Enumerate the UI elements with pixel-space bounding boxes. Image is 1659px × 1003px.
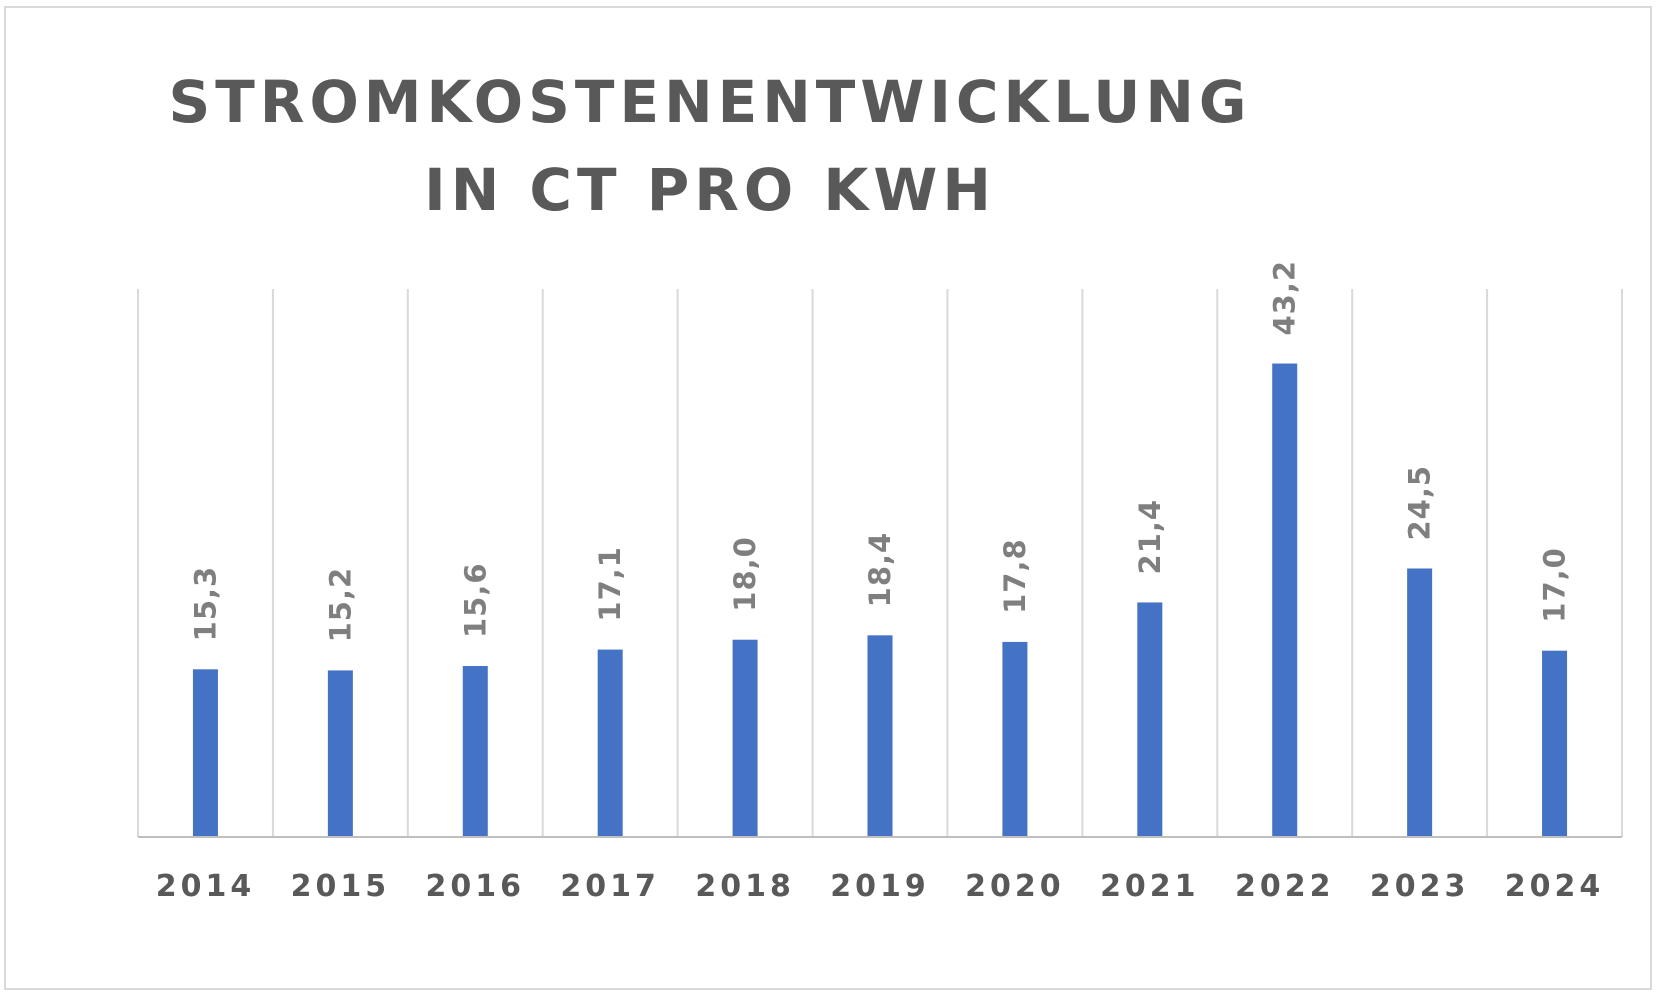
x-tick-labels: 2014 2015 2016 2017 2018 2019 2020 2021 2022 2023… (156, 869, 1605, 904)
data-label-2015: 15,2 (323, 567, 357, 643)
data-label-2022: 43,2 (1268, 260, 1302, 336)
data-label-2018: 18,0 (728, 536, 762, 612)
x-tick-label-2020: 2020 (965, 869, 1065, 904)
data-label-2017: 17,1 (593, 546, 627, 622)
bar-2019 (867, 635, 893, 837)
bar-2018 (732, 639, 758, 837)
data-labels: 15,3 15,2 15,6 17,1 18,0 18,4 17,8 21,4 43,2 24,5… (188, 260, 1571, 642)
chart-title: STROMKOSTENENTWICKLUNG IN CT PRO KWH (130, 58, 1290, 234)
x-tick-label-2021: 2021 (1100, 869, 1200, 904)
chart-title-line-1: STROMKOSTENENTWICKLUNG (168, 68, 1252, 136)
bar-2016 (462, 666, 488, 837)
x-tick-label-2017: 2017 (560, 869, 660, 904)
x-tick-label-2014: 2014 (156, 869, 256, 904)
data-label-2024: 17,0 (1538, 547, 1572, 623)
x-tick-label-2018: 2018 (695, 869, 795, 904)
chart-frame (4, 6, 1652, 990)
x-tick-label-2016: 2016 (426, 869, 526, 904)
x-tick-label-2022: 2022 (1235, 869, 1335, 904)
chart-title-line-2: IN CT PRO KWH (424, 156, 996, 224)
bar-2021 (1137, 602, 1163, 837)
bar-2017 (597, 649, 623, 837)
bar-2023 (1407, 568, 1433, 837)
bar-2022 (1272, 363, 1298, 837)
data-label-2023: 24,5 (1403, 465, 1437, 541)
x-tick-label-2023: 2023 (1370, 869, 1470, 904)
bar-2020 (1002, 641, 1028, 837)
x-tick-label-2019: 2019 (830, 869, 930, 904)
bar-2014 (192, 669, 218, 837)
bars (192, 363, 1568, 837)
x-tick-label-2024: 2024 (1505, 869, 1605, 904)
data-label-2019: 18,4 (863, 532, 897, 608)
data-label-2020: 17,8 (998, 538, 1032, 614)
bar-2015 (327, 670, 353, 837)
bar-2024 (1542, 650, 1568, 837)
gridlines (137, 289, 1623, 837)
data-label-2014: 15,3 (188, 566, 222, 642)
x-tick-label-2015: 2015 (291, 869, 391, 904)
data-label-2021: 21,4 (1133, 499, 1167, 575)
data-label-2016: 15,6 (458, 562, 492, 638)
